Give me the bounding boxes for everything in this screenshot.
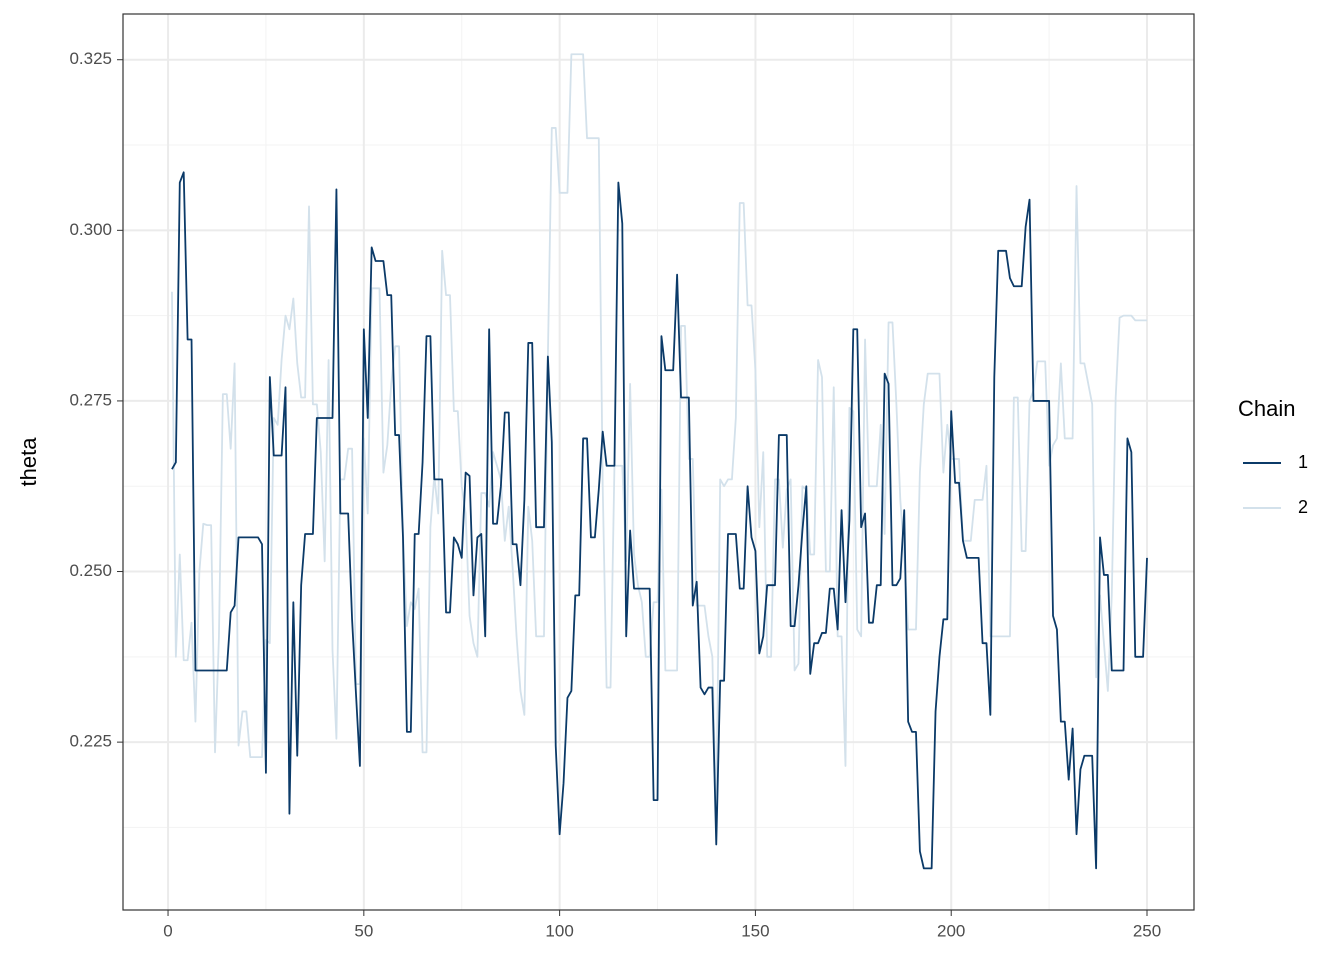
x-tick-label: 150 [741,921,769,940]
x-tick-label: 100 [545,921,573,940]
x-tick-label: 200 [937,921,965,940]
y-tick-label: 0.325 [69,49,112,68]
legend-title: Chain [1238,396,1295,421]
x-tick-label: 250 [1133,921,1161,940]
legend-label: 1 [1298,452,1308,472]
y-tick-label: 0.250 [69,561,112,580]
legend-label: 2 [1298,497,1308,517]
panel-border [122,13,1195,911]
y-tick-label: 0.225 [69,732,112,751]
x-tick-label: 0 [163,921,172,940]
y-tick-label: 0.300 [69,220,112,239]
series-line [171,171,1148,870]
y-axis-label: theta [16,437,41,487]
y-tick-label: 0.275 [69,390,112,409]
x-tick-label: 50 [354,921,373,940]
